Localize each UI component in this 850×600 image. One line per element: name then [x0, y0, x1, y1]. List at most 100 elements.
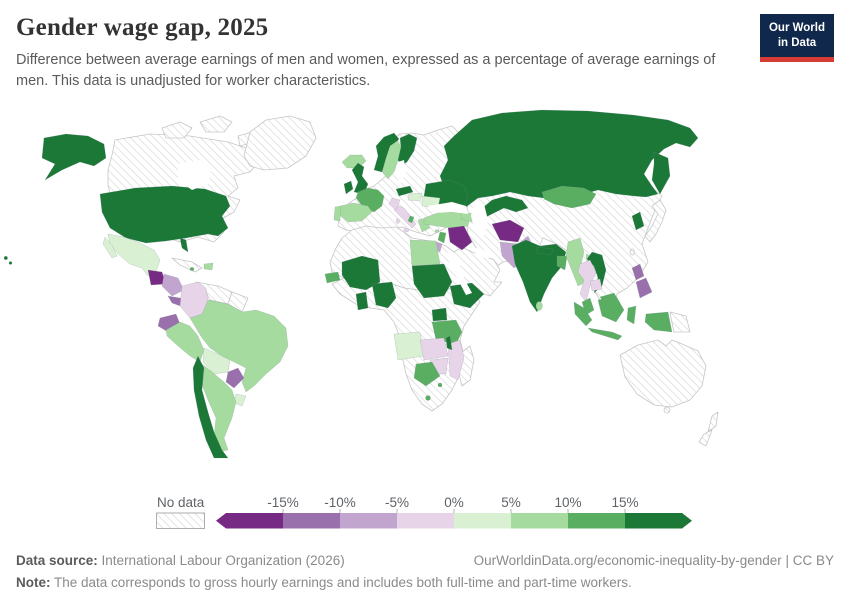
country-indonesia[interactable]: [644, 311, 673, 333]
country-afghanistan[interactable]: [491, 219, 525, 243]
country-portugal[interactable]: [333, 205, 342, 222]
legend-bucket-5[interactable]: [511, 513, 569, 529]
citation-link[interactable]: OurWorldinData.org/economic-inequality-b…: [473, 553, 834, 568]
country-philippines[interactable]: [635, 277, 653, 299]
country-mongolia[interactable]: [541, 185, 597, 209]
country-dominican-republic[interactable]: [203, 262, 214, 271]
country-ghana[interactable]: [355, 291, 369, 311]
country-italy[interactable]: [395, 218, 400, 224]
chart-footer: Data source: International Labour Organi…: [16, 553, 834, 590]
country-croatia[interactable]: [388, 197, 401, 211]
country-uzbekistan[interactable]: [479, 195, 529, 219]
country-uganda[interactable]: [431, 307, 448, 322]
country-indonesia[interactable]: [597, 295, 625, 323]
legend-tick-label: 10%: [554, 495, 581, 510]
country-russia[interactable]: [439, 109, 699, 211]
country-south-korea[interactable]: [631, 211, 645, 231]
country-sri-lanka[interactable]: [535, 301, 543, 311]
country-india[interactable]: [511, 239, 567, 313]
country-cyprus[interactable]: [434, 229, 440, 233]
country-brazil[interactable]: [189, 299, 289, 393]
country-taiwan[interactable]: [629, 248, 635, 256]
country-angola[interactable]: [393, 331, 425, 361]
water-body: [178, 160, 212, 190]
country-cambodia[interactable]: [589, 278, 603, 292]
country-ethiopia[interactable]: [449, 282, 485, 309]
country-usa[interactable]: [99, 185, 231, 244]
country-hungary[interactable]: [407, 192, 423, 202]
country-new-zealand[interactable]: [698, 429, 713, 447]
country-mexico[interactable]: [102, 236, 118, 259]
country-senegal[interactable]: [324, 271, 341, 284]
legend-bucket-1[interactable]: [283, 513, 341, 529]
country-albania[interactable]: [407, 215, 415, 224]
legend-bucket-7[interactable]: [625, 513, 683, 529]
country-austria[interactable]: [395, 185, 414, 197]
country-usa[interactable]: [8, 261, 13, 265]
legend-bucket-0[interactable]: [226, 513, 284, 529]
country-bangladesh[interactable]: [556, 255, 568, 271]
country-papua-new-guinea[interactable]: [669, 311, 691, 333]
country-jamaica[interactable]: [189, 267, 195, 271]
water-body: [447, 250, 472, 295]
country-canada[interactable]: [161, 121, 193, 139]
legend-tick-label: -15%: [267, 495, 299, 510]
country-paraguay[interactable]: [225, 367, 245, 389]
country-nepal[interactable]: [536, 246, 554, 256]
legend-bucket-6[interactable]: [568, 513, 626, 529]
country-jordan[interactable]: [437, 231, 447, 244]
water-body: [471, 202, 488, 236]
country-nigeria[interactable]: [371, 281, 397, 309]
country-tanzania[interactable]: [431, 319, 463, 345]
note-value: The data corresponds to gross hourly ear…: [54, 575, 632, 590]
country-usa[interactable]: [41, 133, 107, 181]
country-uruguay[interactable]: [233, 393, 247, 407]
note-label: Note:: [16, 575, 51, 590]
legend-no-data-swatch[interactable]: [156, 512, 205, 529]
legend-bucket-3[interactable]: [397, 513, 455, 529]
country-new-zealand[interactable]: [707, 411, 719, 433]
owid-logo-line1: Our World: [768, 22, 825, 34]
country-canada[interactable]: [199, 115, 233, 133]
country-argentina[interactable]: [200, 363, 237, 453]
country-colombia[interactable]: [179, 281, 209, 319]
page-title: Gender wage gap, 2025: [16, 14, 269, 41]
water-body: [428, 202, 468, 214]
country-japan[interactable]: [644, 199, 667, 243]
country-philippines[interactable]: [631, 263, 645, 281]
country-ireland[interactable]: [343, 180, 354, 195]
country-usa[interactable]: [3, 255, 8, 261]
country-australia[interactable]: [663, 406, 671, 414]
owid-logo-line2: in Data: [777, 36, 817, 49]
legend-tick-label: 5%: [501, 495, 521, 510]
country-sudan[interactable]: [411, 263, 453, 299]
country-indonesia[interactable]: [626, 305, 637, 325]
country-honduras-nicaragua[interactable]: [161, 273, 185, 297]
country-spain[interactable]: [339, 202, 373, 223]
country-botswana[interactable]: [413, 361, 441, 387]
country-greenland[interactable]: [243, 115, 317, 171]
chart-subtitle: Difference between average earnings of m…: [16, 52, 716, 89]
country-eswatini[interactable]: [437, 382, 443, 388]
country-zambia[interactable]: [419, 337, 449, 361]
country-caucasus[interactable]: [460, 211, 475, 223]
country-cuba[interactable]: [171, 257, 203, 273]
legend-bucket-2[interactable]: [340, 513, 398, 529]
legend-tick-label: 0%: [444, 495, 464, 510]
country-lesotho[interactable]: [425, 395, 431, 401]
country-chile[interactable]: [192, 355, 229, 459]
legend-bucket-4[interactable]: [454, 513, 512, 529]
country-peru[interactable]: [165, 321, 205, 363]
country-italy[interactable]: [403, 227, 410, 233]
country-malawi[interactable]: [445, 335, 453, 351]
country-indonesia[interactable]: [573, 301, 593, 327]
country-united-kingdom[interactable]: [351, 162, 369, 195]
owid-logo[interactable]: Our World in Data: [760, 14, 834, 62]
country-egypt[interactable]: [409, 239, 441, 267]
country-australia[interactable]: [619, 339, 707, 408]
country-indonesia[interactable]: [587, 327, 623, 341]
country-usa[interactable]: [179, 237, 189, 253]
country-russia[interactable]: [651, 151, 671, 195]
country-iraq[interactable]: [447, 225, 473, 251]
